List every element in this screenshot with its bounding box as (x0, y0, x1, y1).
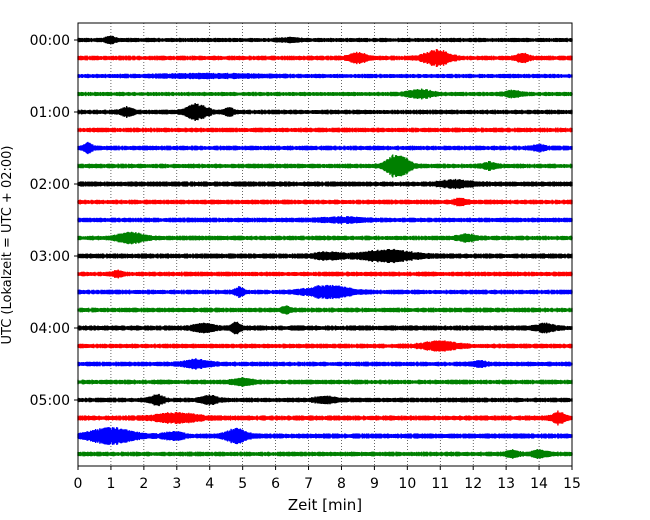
x-tick-label: 6 (271, 476, 280, 492)
x-axis-label: Zeit [min] (288, 496, 362, 514)
x-tick-label: 7 (304, 476, 313, 492)
vertical-grid (110, 23, 540, 466)
y-axis-ticks: 00:00 01:00 02:00 03:00 04:00 05:00 (30, 33, 78, 409)
x-tick-label: 4 (205, 476, 214, 492)
x-tick-label: 8 (337, 476, 346, 492)
x-tick-label: 0 (74, 476, 83, 492)
x-tick-label: 1 (106, 476, 115, 492)
y-tick-label: 05:00 (30, 393, 70, 409)
x-tick-label: 3 (172, 476, 181, 492)
x-tick-label: 14 (530, 476, 548, 492)
y-tick-label: 00:00 (30, 33, 70, 49)
x-tick-label: 2 (139, 476, 148, 492)
plot-frame (77, 22, 573, 467)
x-tick-label: 5 (238, 476, 247, 492)
x-tick-label: 15 (563, 476, 581, 492)
y-tick-label: 01:00 (30, 105, 70, 121)
y-tick-label: 03:00 (30, 249, 70, 265)
trace-group (77, 35, 573, 459)
x-axis-ticks: 0 1 2 3 4 5 6 7 8 9 10 11 12 13 14 15 (74, 466, 581, 492)
x-tick-label: 12 (464, 476, 482, 492)
y-tick-label: 04:00 (30, 321, 70, 337)
x-tick-label: 10 (398, 476, 416, 492)
y-axis-label: UTC (Lokalzeit = UTC + 02:00) (0, 146, 15, 345)
x-tick-label: 9 (370, 476, 379, 492)
x-tick-label: 13 (497, 476, 515, 492)
x-tick-label: 11 (431, 476, 449, 492)
y-tick-label: 02:00 (30, 177, 70, 193)
